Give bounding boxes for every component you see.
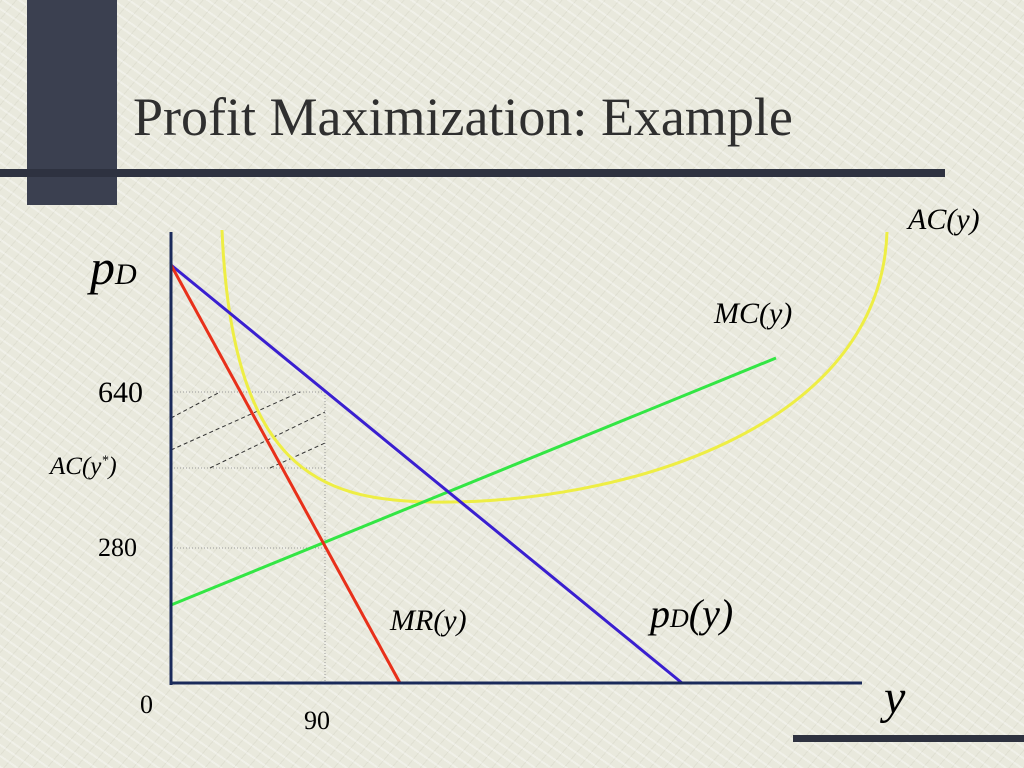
subscript: D bbox=[115, 258, 137, 291]
demand-label: pD(y) bbox=[650, 590, 733, 637]
mc-curve bbox=[170, 356, 777, 607]
symbol: p bbox=[650, 591, 670, 636]
mr-label: MR(y) bbox=[390, 604, 467, 637]
decor-bar bbox=[793, 735, 1024, 742]
decor-bar bbox=[0, 169, 945, 177]
mr-curve bbox=[169, 264, 402, 684]
price-tick: 280 bbox=[98, 533, 137, 562]
ac-label: AC(y) bbox=[908, 203, 980, 236]
guide-lines bbox=[171, 391, 326, 683]
subscript: D bbox=[670, 604, 689, 633]
text: ) bbox=[108, 453, 117, 480]
origin-label: 0 bbox=[140, 690, 153, 719]
quantity-tick: 90 bbox=[304, 706, 330, 735]
text: y bbox=[90, 453, 102, 480]
text: AC( bbox=[50, 453, 91, 480]
price-symbol: pD bbox=[90, 238, 137, 296]
superscript: * bbox=[101, 453, 109, 469]
demand-curve bbox=[170, 263, 683, 685]
quantity-symbol: y bbox=[884, 671, 906, 724]
mc-label: MC(y) bbox=[714, 297, 793, 330]
text: (y) bbox=[688, 591, 734, 636]
title: Profit Maximization: Example bbox=[133, 87, 793, 147]
symbol: p bbox=[90, 239, 115, 295]
ac-optimum-label: AC(y*) bbox=[50, 453, 117, 481]
price-tick: 640 bbox=[98, 376, 143, 409]
ac-curve bbox=[220, 229, 889, 504]
